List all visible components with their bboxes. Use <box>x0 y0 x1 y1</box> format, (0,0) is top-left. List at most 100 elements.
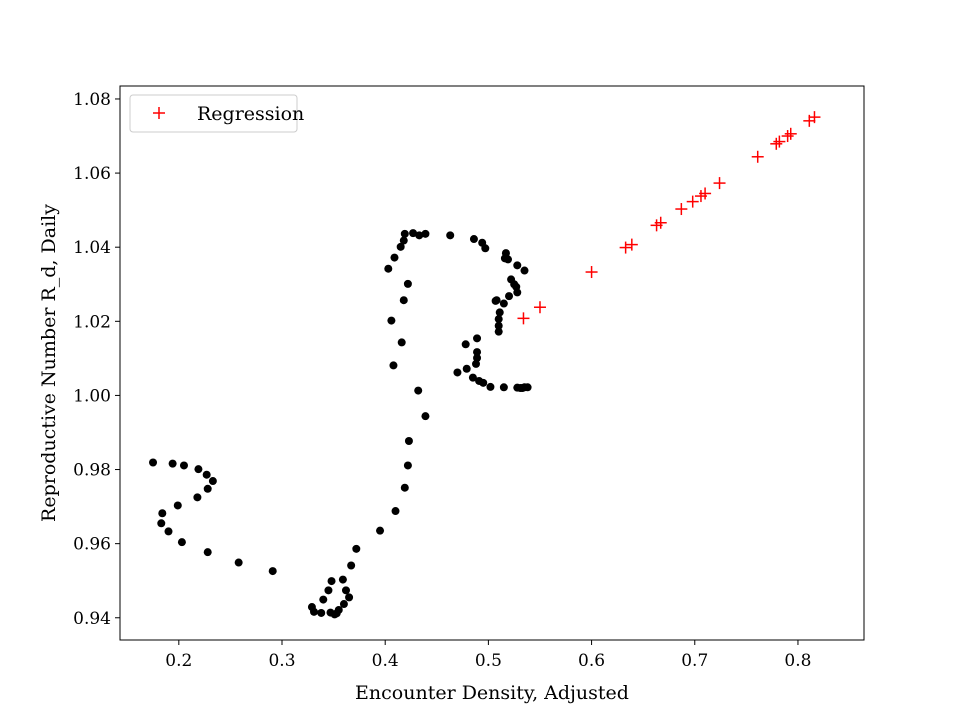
x-tick-label: 0.4 <box>372 651 399 671</box>
data-point <box>499 299 508 308</box>
x-tick-label: 0.7 <box>681 651 708 671</box>
y-tick-label: 1.02 <box>73 312 111 332</box>
data-point <box>495 308 504 317</box>
data-point <box>202 470 211 479</box>
legend-box <box>129 94 298 133</box>
data-point <box>494 327 503 336</box>
y-tick-label: 0.96 <box>73 535 111 555</box>
data-point <box>389 361 398 370</box>
data-point <box>168 459 177 468</box>
data-point <box>481 244 490 253</box>
regression-point <box>699 187 712 200</box>
data-point <box>473 353 482 362</box>
y-tick-label: 1.00 <box>73 386 111 406</box>
data-point <box>345 593 354 602</box>
data-point <box>324 586 333 595</box>
data-point <box>403 279 412 288</box>
data-point <box>397 338 406 347</box>
data-point <box>486 382 495 391</box>
data-point <box>268 567 277 576</box>
regression-point <box>751 150 764 163</box>
data-point <box>384 264 393 273</box>
x-tick-label: 0.2 <box>165 651 192 671</box>
regression-point <box>675 203 688 216</box>
regression-point <box>770 137 783 150</box>
data-point <box>352 544 361 553</box>
data-point <box>327 577 336 586</box>
y-tick-label: 1.08 <box>73 90 111 110</box>
regression-point <box>654 216 667 229</box>
data-point <box>194 465 203 474</box>
data-point <box>387 316 396 325</box>
data-point <box>473 348 482 357</box>
data-point <box>414 386 423 395</box>
data-point <box>158 509 167 518</box>
data-point <box>400 229 409 238</box>
data-point <box>376 526 385 535</box>
data-point <box>421 229 430 238</box>
data-point <box>453 368 462 377</box>
y-axis-label: Reproductive Number R_d, Daily <box>38 204 60 522</box>
x-tick-label: 0.5 <box>475 651 502 671</box>
data-point <box>339 600 348 609</box>
data-point <box>494 321 503 330</box>
y-axis-ticks: 0.94 0.96 0.98 1.00 1.02 1.04 1.06 1.08 <box>73 90 120 629</box>
data-point <box>461 340 470 349</box>
data-point <box>173 501 182 510</box>
data-point <box>507 275 516 284</box>
regression-point <box>625 238 638 251</box>
data-point <box>499 383 508 392</box>
x-tick-label: 0.3 <box>268 651 295 671</box>
y-tick-label: 0.98 <box>73 461 111 481</box>
x-tick-label: 0.6 <box>578 651 605 671</box>
legend: Regression <box>129 94 304 133</box>
data-point <box>399 236 408 245</box>
regression-point <box>533 301 546 314</box>
regression-point <box>773 135 786 148</box>
plot-frame <box>119 85 865 641</box>
regression-point <box>517 312 530 325</box>
data-point <box>317 608 326 617</box>
data-point <box>523 383 532 392</box>
data-point <box>347 561 356 570</box>
data-point <box>409 229 418 238</box>
regression-point <box>686 195 699 208</box>
x-axis-ticks: 0.2 0.3 0.4 0.5 0.6 0.7 0.8 <box>165 640 811 671</box>
data-point <box>177 538 186 547</box>
data-point <box>396 242 405 251</box>
regression-point <box>619 241 632 254</box>
data-point <box>400 483 409 492</box>
data-points-layer <box>149 111 821 619</box>
plot-area <box>120 86 864 640</box>
regression-point <box>808 111 821 124</box>
data-point <box>491 296 500 305</box>
data-point <box>391 507 400 516</box>
data-point <box>334 605 343 614</box>
legend-label-regression: Regression <box>197 103 304 125</box>
data-point <box>473 334 482 343</box>
data-point <box>208 477 217 486</box>
data-point <box>341 586 350 595</box>
data-point <box>421 412 430 421</box>
data-point <box>415 231 424 240</box>
data-point <box>469 235 478 244</box>
y-tick-label: 1.04 <box>73 238 111 258</box>
y-tick-label: 1.06 <box>73 164 111 184</box>
data-point <box>399 296 408 305</box>
data-point <box>390 253 399 262</box>
legend-marker-plus-icon <box>153 107 165 119</box>
data-point <box>309 607 318 616</box>
data-point <box>157 519 166 528</box>
data-point <box>513 261 522 270</box>
regression-point <box>713 177 726 190</box>
data-point <box>404 437 413 446</box>
data-point <box>149 458 158 467</box>
data-point <box>500 254 509 263</box>
data-point <box>319 595 328 604</box>
regression-point <box>585 266 598 279</box>
data-point <box>193 493 202 502</box>
regression-point <box>781 130 794 143</box>
y-tick-label: 0.94 <box>73 609 111 629</box>
data-point <box>179 461 188 470</box>
data-point <box>468 373 477 382</box>
